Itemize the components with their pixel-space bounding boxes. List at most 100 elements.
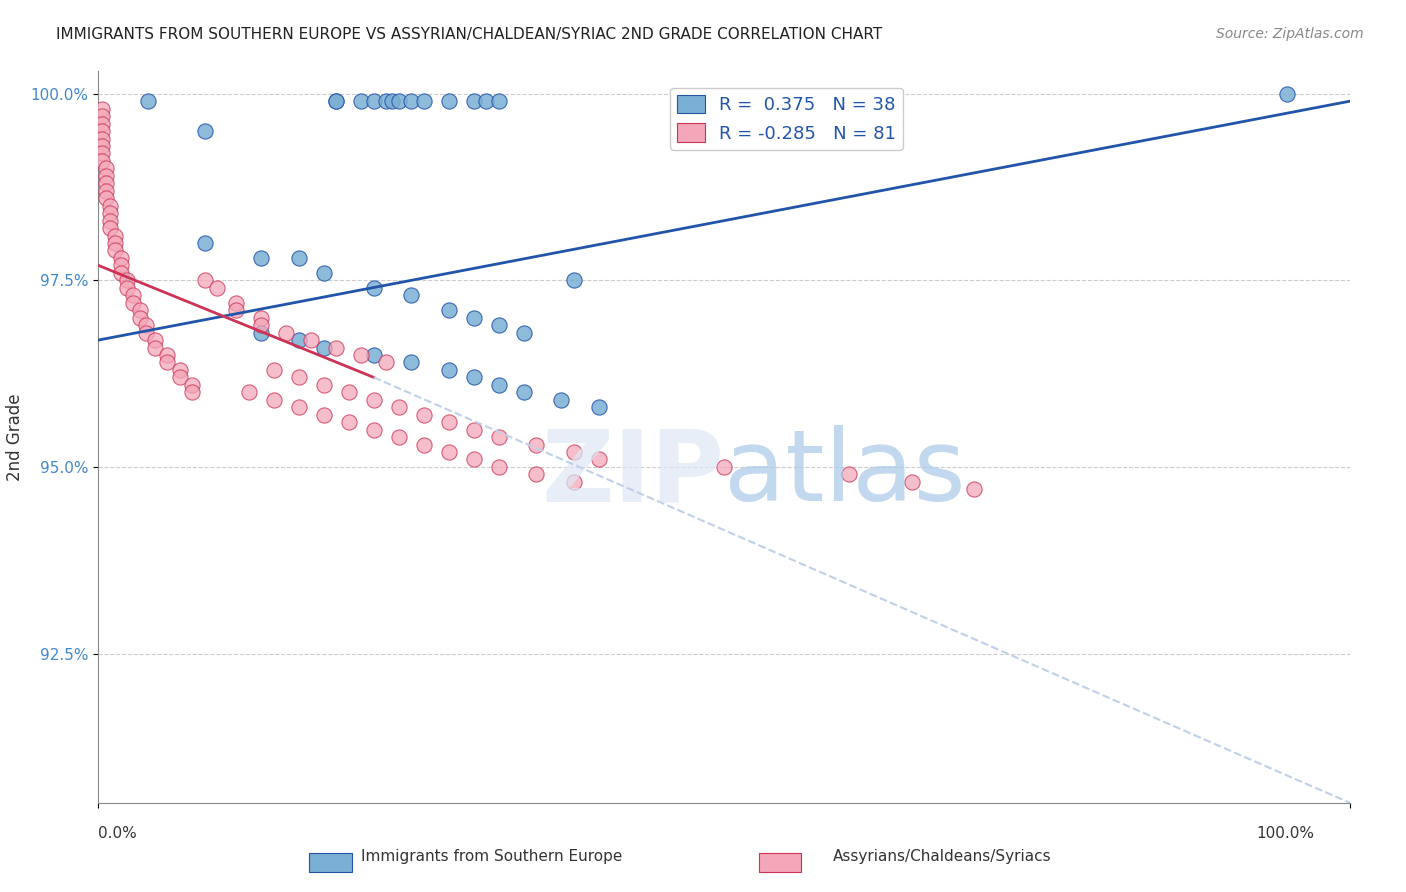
- Point: [110, 259, 132, 273]
- Point: [488, 94, 510, 108]
- Point: [588, 401, 610, 415]
- Text: Assyrians/Chaldeans/Syriacs: Assyrians/Chaldeans/Syriacs: [832, 849, 1052, 863]
- Point: [401, 288, 423, 302]
- Point: [110, 266, 132, 280]
- Point: [900, 475, 922, 489]
- Point: [104, 228, 127, 243]
- Y-axis label: 2nd Grade: 2nd Grade: [6, 393, 24, 481]
- Point: [135, 326, 157, 340]
- Point: [122, 295, 145, 310]
- Point: [91, 124, 114, 138]
- Point: [225, 303, 247, 318]
- Point: [337, 385, 360, 400]
- Text: ZIP: ZIP: [541, 425, 724, 522]
- Point: [388, 430, 411, 444]
- Point: [437, 445, 460, 459]
- Point: [588, 452, 610, 467]
- Point: [375, 355, 398, 369]
- Point: [312, 266, 335, 280]
- Point: [963, 483, 986, 497]
- Point: [287, 333, 309, 347]
- Point: [143, 341, 166, 355]
- Point: [463, 310, 485, 325]
- Point: [312, 408, 335, 422]
- Point: [437, 94, 460, 108]
- Point: [363, 281, 385, 295]
- Point: [524, 467, 547, 482]
- Point: [388, 401, 411, 415]
- Point: [98, 206, 121, 220]
- Point: [104, 235, 127, 250]
- Point: [325, 94, 347, 108]
- Text: 100.0%: 100.0%: [1257, 827, 1315, 841]
- Point: [550, 392, 572, 407]
- Point: [325, 341, 347, 355]
- Point: [238, 385, 260, 400]
- Point: [94, 177, 117, 191]
- Point: [250, 310, 273, 325]
- Point: [104, 244, 127, 258]
- Point: [388, 94, 411, 108]
- Point: [412, 437, 434, 451]
- Point: [1277, 87, 1299, 101]
- Point: [463, 452, 485, 467]
- Point: [299, 333, 322, 347]
- Point: [194, 124, 217, 138]
- Point: [91, 117, 114, 131]
- Point: [437, 363, 460, 377]
- Text: Source: ZipAtlas.com: Source: ZipAtlas.com: [1216, 27, 1364, 41]
- Legend: R =  0.375   N = 38, R = -0.285   N = 81: R = 0.375 N = 38, R = -0.285 N = 81: [671, 87, 903, 150]
- Point: [562, 445, 585, 459]
- Point: [463, 423, 485, 437]
- Point: [94, 161, 117, 176]
- Point: [325, 94, 347, 108]
- Text: 0.0%: 0.0%: [98, 827, 138, 841]
- Point: [437, 415, 460, 429]
- Point: [138, 94, 160, 108]
- Point: [401, 94, 423, 108]
- Point: [475, 94, 498, 108]
- Point: [98, 199, 121, 213]
- Point: [91, 146, 114, 161]
- Point: [363, 94, 385, 108]
- Point: [115, 273, 138, 287]
- Point: [437, 303, 460, 318]
- Point: [524, 437, 547, 451]
- Point: [143, 333, 166, 347]
- Point: [207, 281, 229, 295]
- Text: atlas: atlas: [724, 425, 966, 522]
- Point: [263, 363, 285, 377]
- Point: [312, 377, 335, 392]
- Point: [94, 184, 117, 198]
- Point: [128, 310, 150, 325]
- Point: [363, 423, 385, 437]
- Point: [250, 326, 273, 340]
- Point: [181, 377, 204, 392]
- Point: [169, 363, 191, 377]
- Point: [488, 377, 510, 392]
- Point: [250, 318, 273, 332]
- Point: [91, 153, 114, 168]
- Point: [94, 169, 117, 183]
- Point: [156, 355, 179, 369]
- Point: [312, 341, 335, 355]
- Point: [381, 94, 404, 108]
- Point: [713, 459, 735, 474]
- Point: [110, 251, 132, 265]
- Point: [94, 191, 117, 205]
- Point: [287, 401, 309, 415]
- Point: [122, 288, 145, 302]
- Point: [412, 408, 434, 422]
- Point: [401, 355, 423, 369]
- Point: [135, 318, 157, 332]
- Point: [287, 370, 309, 384]
- Point: [337, 415, 360, 429]
- Point: [363, 392, 385, 407]
- Point: [263, 392, 285, 407]
- Point: [513, 326, 536, 340]
- Point: [274, 326, 298, 340]
- Point: [98, 213, 121, 227]
- Point: [169, 370, 191, 384]
- Point: [194, 235, 217, 250]
- Point: [513, 385, 536, 400]
